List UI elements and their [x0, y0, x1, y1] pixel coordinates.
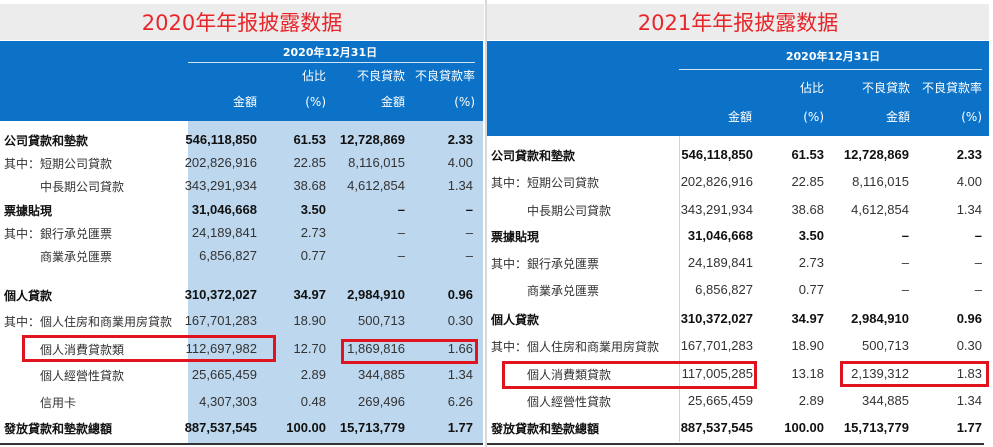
- table-header: 2020年12月31日 金額 佔比 (%) 不良貸款 金額 不良貸款率 (%): [0, 41, 483, 121]
- highlight-box-npl: [341, 339, 478, 364]
- panel-2020: 2020年年报披露数据 2020年12月31日 金額 佔比 (%) 不良貸款 金…: [0, 0, 485, 447]
- col-npl-line2: 金額: [885, 110, 910, 124]
- table-row: 公司貸款和墊款 546,118,850 61.53 12,728,869 2.3…: [4, 132, 473, 148]
- table-row-highlighted: 個人消費類貸款 117,005,285 13.18 2,139,312 1.83: [491, 366, 982, 382]
- table-row: 公司貸款和墊款 546,118,850 61.53 12,728,869 2.3…: [491, 147, 982, 163]
- data-background: [188, 121, 483, 443]
- table-row: 個人貸款 310,372,027 34.97 2,984,910 0.96: [4, 287, 473, 303]
- table-row: 信用卡 4,307,303 0.48 269,496 6.26: [4, 394, 473, 410]
- col-npl-line1: 不良貸款: [861, 81, 910, 95]
- date-header: 2020年12月31日: [785, 50, 881, 63]
- date-header: 2020年12月31日: [282, 46, 378, 59]
- title-bar: 2020年年报披露数据: [0, 4, 484, 40]
- title-bar: 2021年年报披露数据: [487, 4, 989, 40]
- bottom-rule: [487, 443, 984, 445]
- panel-title: 2021年年报披露数据: [637, 11, 839, 35]
- table-row: 中長期公司貸款 343,291,934 38.68 4,612,854 1.34: [491, 202, 982, 218]
- highlight-box-amount: [22, 335, 276, 362]
- col-npl-rate-line2: (%): [454, 95, 475, 109]
- header-rule: [679, 69, 982, 70]
- col-amount-line2: 金額: [727, 110, 752, 124]
- panel-2021: 2021年年报披露数据 2020年12月31日 金額 佔比 (%) 不良貸款 金…: [487, 0, 993, 447]
- table-row-total: 發放貸款和墊款總額 887,537,545 100.00 15,713,779 …: [4, 420, 473, 436]
- col-amount-line2: 金額: [232, 95, 257, 109]
- highlight-box-amount: [502, 361, 757, 389]
- table-row: 其中：個人住房和商業用房貸款 167,701,283 18.90 500,713…: [491, 338, 982, 354]
- panel-title: 2020年年报披露数据: [141, 11, 343, 35]
- table-row-total: 發放貸款和墊款總額 887,537,545 100.00 15,713,779 …: [491, 420, 982, 436]
- header-rule: [188, 62, 475, 63]
- table-row: 個人經營性貸款 25,665,459 2.89 344,885 1.34: [4, 367, 473, 383]
- table-row: 商業承兑匯票 6,856,827 0.77 – –: [4, 248, 473, 264]
- table-header: 2020年12月31日 金額 佔比 (%) 不良貸款 金額 不良貸款率 (%): [487, 41, 989, 136]
- col-share-line2: (%): [305, 95, 326, 109]
- bottom-rule: [0, 443, 483, 445]
- table-row: 票據貼現 31,046,668 3.50 – –: [4, 202, 473, 218]
- col-npl-line1: 不良貸款: [356, 69, 405, 83]
- table-row: 其中：短期公司貸款 202,826,916 22.85 8,116,015 4.…: [4, 155, 473, 171]
- table-row: 其中：短期公司貸款 202,826,916 22.85 8,116,015 4.…: [491, 174, 982, 190]
- table-row: 商業承兑匯票 6,856,827 0.77 – –: [491, 282, 982, 298]
- table-row: 個人貸款 310,372,027 34.97 2,984,910 0.96: [491, 311, 982, 327]
- col-share-line1: 佔比: [301, 69, 326, 83]
- col-npl-rate-line1: 不良貸款率: [921, 81, 982, 95]
- table-row: 其中：銀行承兑匯票 24,189,841 2.73 – –: [4, 225, 473, 241]
- table-row: 票據貼現 31,046,668 3.50 – –: [491, 228, 982, 244]
- table-row-highlighted: 個人消費貸款類 112,697,982 12.70 1,869,816 1.66: [4, 341, 473, 357]
- col-npl-rate-line2: (%): [961, 110, 982, 124]
- highlight-box-npl: [840, 361, 989, 387]
- col-npl-line2: 金額: [380, 95, 405, 109]
- panel-divider: [485, 0, 487, 447]
- col-npl-rate-line1: 不良貸款率: [414, 69, 475, 83]
- table-row: 個人經營性貸款 25,665,459 2.89 344,885 1.34: [491, 393, 982, 409]
- table-row: 其中：個人住房和商業用房貸款 167,701,283 18.90 500,713…: [4, 313, 473, 329]
- column-separator: [679, 136, 680, 442]
- table-row: 中長期公司貸款 343,291,934 38.68 4,612,854 1.34: [4, 178, 473, 194]
- table-row: 其中：銀行承兑匯票 24,189,841 2.73 – –: [491, 255, 982, 271]
- col-share-line1: 佔比: [799, 81, 824, 95]
- col-share-line2: (%): [803, 110, 824, 124]
